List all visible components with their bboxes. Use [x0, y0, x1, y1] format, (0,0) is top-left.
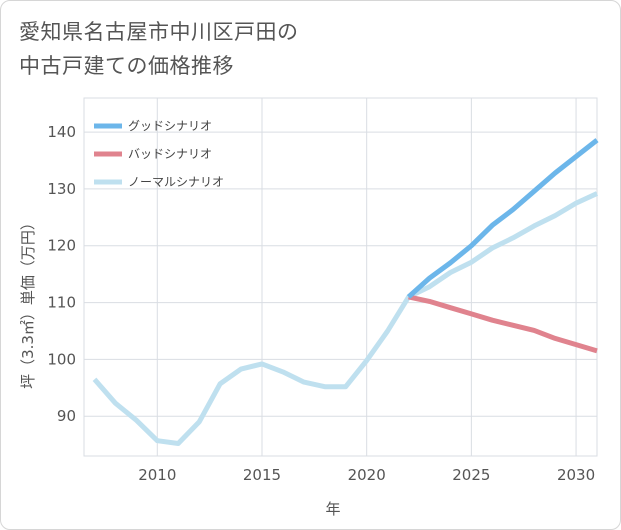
x-axis-label: 年	[325, 500, 340, 518]
legend-label-2: ノーマルシナリオ	[128, 175, 224, 189]
y-tick-label-130: 130	[47, 180, 76, 198]
legend-label-1: バッドシナリオ	[128, 147, 212, 161]
series-line-0	[406, 138, 599, 299]
x-axis-ticks: 2010 2015 2020 2025 2030	[138, 466, 595, 484]
x-tick-label-2010: 2010	[138, 466, 176, 484]
x-tick-label-2015: 2015	[243, 466, 281, 484]
y-tick-label-110: 110	[47, 294, 76, 312]
y-axis-label: 坪（3.3㎡）単価（万円）	[19, 215, 37, 389]
chart-title-line-1: 愛知県名古屋市中川区戸田の	[19, 20, 299, 44]
y-tick-label-100: 100	[47, 350, 76, 368]
chart-title: 愛知県名古屋市中川区戸田の 中古戸建ての価格推移	[19, 15, 419, 83]
legend-label-0: グッドシナリオ	[128, 119, 212, 133]
y-tick-label-140: 140	[47, 123, 76, 141]
series-lines	[92, 138, 599, 446]
series-line-2	[92, 191, 599, 446]
grid-lines	[84, 98, 597, 456]
y-tick-label-90: 90	[57, 407, 76, 425]
chart-title-line-2: 中古戸建ての価格推移	[19, 54, 234, 78]
series-line-1	[408, 294, 598, 354]
x-tick-label-2025: 2025	[452, 466, 490, 484]
x-tick-label-2030: 2030	[557, 466, 595, 484]
y-axis-ticks: 90 100 110 120 130 140	[47, 123, 76, 425]
y-tick-label-120: 120	[47, 237, 76, 255]
plot-area	[83, 97, 598, 457]
x-tick-label-2020: 2020	[348, 466, 386, 484]
